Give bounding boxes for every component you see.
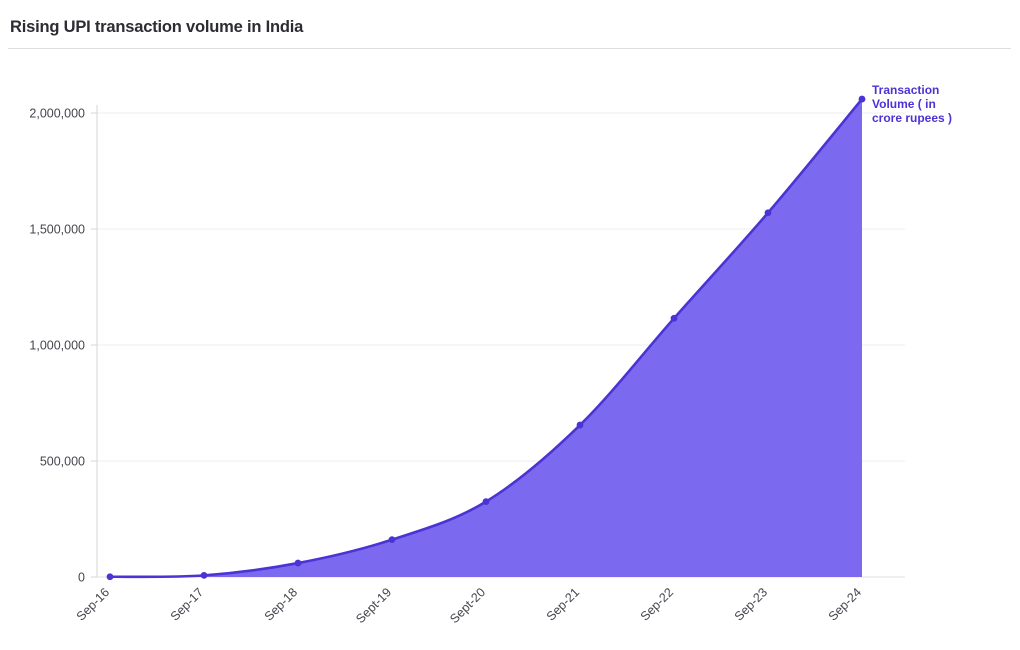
x-tick-label: Sep-23 <box>732 585 770 623</box>
y-tick-label: 1,000,000 <box>29 339 85 353</box>
x-axis-ticks-group: Sep-16 Sep-17 Sep-18 Sept-19 Sept-20 Sep-21 Se… <box>74 585 864 626</box>
page-title: Rising UPI transaction volume in India <box>10 18 304 36</box>
x-tick-label: Sept-19 <box>353 585 394 626</box>
series-label-line-1: Transaction <box>872 83 940 97</box>
y-tick-label: 1,500,000 <box>29 223 85 237</box>
y-tick-label: 0 <box>78 571 85 585</box>
series-area <box>110 99 862 577</box>
series-label-line-2: Volume ( in <box>872 97 936 112</box>
data-point-marker[interactable] <box>200 571 208 579</box>
x-tick-label: Sep-21 <box>544 585 582 623</box>
area-chart-svg: 0 500,000 1,000,000 1,500,000 2,000,000 Sep-… <box>29 95 905 626</box>
data-point-marker[interactable] <box>858 95 866 103</box>
y-tick-label: 500,000 <box>40 455 85 469</box>
x-tick-label: Sep-18 <box>262 585 300 623</box>
series-markers-group[interactable] <box>106 95 866 581</box>
x-tick-label: Sep-24 <box>826 585 864 623</box>
series-label: Transaction Volume ( in crore rupees ) <box>872 83 1014 125</box>
x-tick-label: Sept-20 <box>447 585 488 626</box>
x-tick-label: Sep-16 <box>74 585 112 623</box>
data-point-marker[interactable] <box>482 498 490 505</box>
data-point-marker[interactable] <box>670 314 678 322</box>
title-divider <box>8 48 1011 49</box>
y-tick-label: 2,000,000 <box>29 107 85 121</box>
data-point-marker[interactable] <box>388 536 396 544</box>
series-label-line-3: crore rupees ) <box>872 111 953 126</box>
series-line[interactable] <box>108 97 864 579</box>
x-tick-label: Sep-22 <box>638 585 676 623</box>
data-point-marker[interactable] <box>764 209 772 217</box>
y-axis-ticks-group: 0 500,000 1,000,000 1,500,000 2,000,000 <box>29 107 85 585</box>
data-point-marker[interactable] <box>106 573 114 581</box>
data-point-marker[interactable] <box>576 421 584 429</box>
x-tick-label: Sep-17 <box>168 585 206 623</box>
plot-area: 0 500,000 1,000,000 1,500,000 2,000,000 Sep-… <box>0 55 1020 650</box>
data-point-marker[interactable] <box>294 559 302 567</box>
